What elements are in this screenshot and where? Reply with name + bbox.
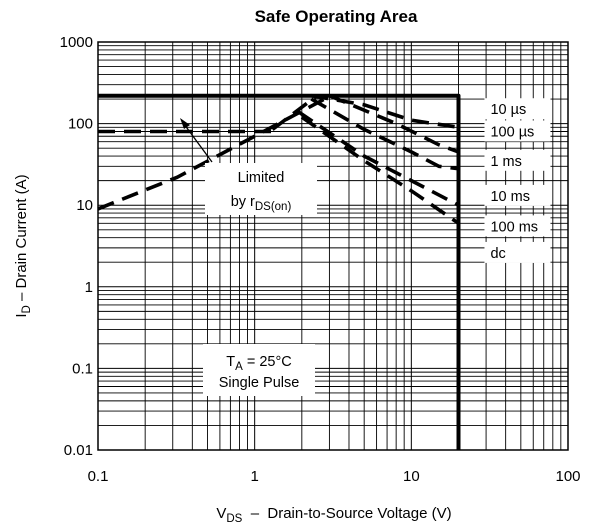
y-tick-label-4: 0.1 [72,360,93,377]
limited-box [205,163,317,215]
y-axis-label: ID – Drain Current (A) [13,174,33,317]
limited-arrow-head [180,118,190,129]
curve-label-bg-4 [484,215,551,237]
curve-label-bg-5 [484,241,551,263]
ta-sub: A [235,361,243,373]
x-axis-label-sub: DS [226,513,242,525]
limited-line1: Limited [238,170,285,186]
limited-arrow-line [183,123,213,163]
curve-label-bg-3 [484,184,551,206]
curve-label-bg-0 [484,98,551,120]
curve-label-bg-2 [484,149,551,171]
y-axis-label-main: I [13,314,30,318]
curve-label-2: 1 ms [490,154,521,170]
y-tick-labels: 1000 100 10 1 0.1 0.01 [60,34,93,459]
curve-label-3: 10 ms [490,189,530,205]
series-line-4 [300,115,460,225]
series-line-8 [271,94,319,131]
ta-rest: = 25°C [243,354,292,370]
plot-frame [97,41,569,451]
limited-annotation: Limited by rDS(on) [180,118,317,215]
curve-label-1: 100 µs [490,125,534,141]
y-tick-label-5: 0.01 [64,442,93,459]
curve-label-bg-1 [484,120,551,142]
curve-label-4: 100 ms [490,219,538,235]
ta-main: T [226,354,235,370]
x-tick-labels: 0.1 1 10 100 [88,468,581,485]
series-line-5 [98,93,461,450]
series-line-1 [328,94,460,154]
y-axis-label-rest: – Drain Current (A) [13,174,30,305]
series-line-2 [310,97,459,171]
conditions-box [203,344,315,396]
conditions-line2: Single Pulse [219,375,300,391]
limited-line2-main: by r [231,194,255,210]
grid [98,42,568,450]
x-axis-label-rest: – Drain-to-Source Voltage (V) [242,505,451,522]
x-axis-label: VDS – Drain-to-Source Voltage (V) [216,505,451,525]
x-axis-label-main: V [216,505,226,522]
y-tick-label-3: 1 [85,279,93,296]
series-lines [97,93,461,450]
series-line-3 [297,110,460,207]
y-tick-label-0: 1000 [60,34,93,51]
curve-label-0: 10 µs [490,102,526,118]
x-tick-label-0: 0.1 [88,468,109,485]
limited-line2: by rDS(on) [231,194,292,213]
series-line-7 [97,94,331,211]
limited-line2-sub: DS(on) [255,201,292,213]
curve-label-5: dc [490,246,505,262]
curve-labels: 10 µs 100 µs 1 ms 10 ms 100 ms dc [484,98,551,263]
conditions-annotation: TA = 25°C Single Pulse [203,344,315,396]
x-tick-label-1: 1 [250,468,258,485]
series-line-0 [310,93,459,130]
chart-title: Safe Operating Area [255,7,418,26]
y-tick-label-2: 10 [76,197,93,214]
conditions-line1: TA = 25°C [226,354,291,373]
x-tick-label-3: 100 [555,468,580,485]
y-tick-label-1: 100 [68,116,93,133]
y-axis-label-sub: D [21,305,33,313]
x-tick-label-2: 10 [403,468,420,485]
